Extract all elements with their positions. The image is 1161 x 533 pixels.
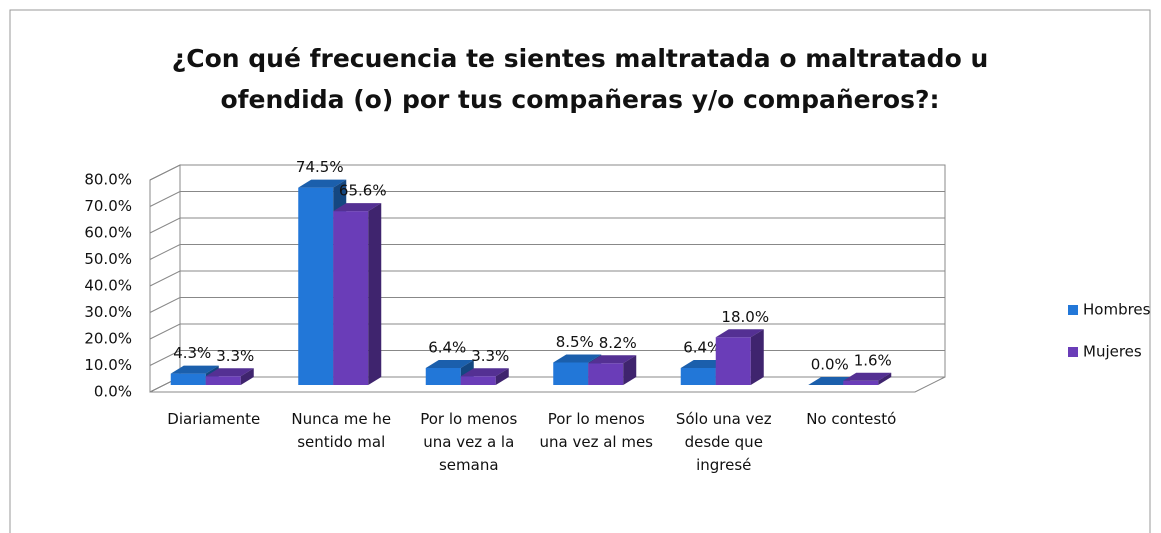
y-tick-label: 60.0%	[84, 224, 132, 242]
bar	[588, 355, 637, 385]
bar-front	[460, 376, 496, 385]
data-label: 3.3%	[216, 347, 254, 365]
bar-top	[333, 203, 382, 212]
bar-side	[495, 368, 509, 385]
bar-top	[298, 179, 347, 188]
bar-front	[553, 362, 589, 385]
data-label: 6.4%	[683, 339, 721, 357]
bar-side	[623, 355, 637, 385]
x-tick-label: Sólo una vez desde que ingresé	[675, 410, 772, 474]
grid-line	[149, 244, 945, 260]
bar-front	[588, 363, 624, 385]
x-tick-label: No contestó	[806, 410, 897, 428]
grid-line	[149, 164, 945, 181]
grid-line	[149, 217, 945, 234]
bar-top	[588, 355, 637, 364]
grid-line	[149, 191, 945, 207]
bar-front	[298, 187, 334, 385]
y-tick-label: 50.0%	[84, 250, 132, 268]
legend-swatch	[1068, 347, 1078, 357]
data-label: 3.3%	[471, 347, 509, 365]
data-label: 65.6%	[339, 182, 387, 200]
data-label: 18.0%	[721, 308, 769, 326]
chart-title: ¿Con qué frecuencia te sientes maltratad…	[171, 44, 989, 114]
x-tick-label: Por lo menos una vez a la semana	[420, 410, 518, 474]
data-label: 8.2%	[599, 334, 637, 352]
data-label: 74.5%	[296, 158, 344, 176]
bar-top	[170, 365, 219, 374]
bar-side	[368, 203, 382, 385]
bar-top	[460, 368, 509, 377]
y-tick-label: 0.0%	[94, 383, 132, 401]
x-tick-label: Diariamente	[167, 410, 261, 428]
bar-front	[333, 211, 369, 385]
bar-side	[878, 372, 892, 385]
y-tick-label: 80.0%	[84, 171, 132, 189]
grid-line	[149, 350, 945, 366]
bar-front	[205, 376, 241, 385]
bar-top	[843, 372, 892, 381]
bar-top	[205, 368, 254, 377]
y-tick-label: 30.0%	[84, 303, 132, 321]
y-tick-label: 70.0%	[84, 197, 132, 215]
bar	[333, 203, 382, 385]
legend-label: Mujeres	[1083, 343, 1142, 361]
data-label: 0.0%	[811, 356, 849, 374]
bar-front	[170, 373, 206, 385]
bar	[460, 368, 509, 385]
grid-line	[149, 270, 945, 287]
legend-swatch	[1068, 305, 1078, 315]
y-tick-label: 40.0%	[84, 277, 132, 295]
data-label: 6.4%	[428, 339, 466, 357]
x-tick-label: Por lo menos una vez al mes	[539, 410, 653, 451]
data-label: 8.5%	[556, 333, 594, 351]
x-tick-label: Nunca me he sentido mal	[291, 410, 392, 451]
bar	[843, 372, 892, 385]
bar	[205, 368, 254, 385]
chart-border	[9, 9, 1151, 533]
bar-top	[425, 360, 474, 369]
legend-label: Hombres	[1083, 301, 1151, 319]
bar-front	[843, 380, 879, 385]
data-label: 4.3%	[173, 344, 211, 362]
grid-line	[149, 297, 945, 313]
bar	[715, 329, 764, 385]
bar-side	[750, 329, 764, 385]
bar-side	[240, 368, 254, 385]
bar-front	[715, 337, 751, 385]
y-tick-label: 20.0%	[84, 330, 132, 348]
bar-top	[715, 329, 764, 338]
grid-line	[149, 323, 945, 340]
bar-front	[680, 368, 716, 385]
bar-front	[425, 368, 461, 385]
bar-top	[553, 354, 602, 363]
data-label: 1.6%	[854, 351, 892, 369]
y-tick-label: 10.0%	[84, 356, 132, 374]
